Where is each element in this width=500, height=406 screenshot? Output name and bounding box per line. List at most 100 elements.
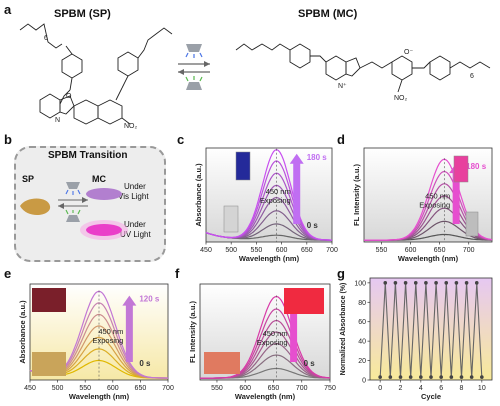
sp-blob-icon	[20, 198, 51, 216]
x-tick-label: 700	[296, 385, 308, 392]
cycle-point	[464, 281, 469, 285]
mc-structure-title: SPBM (MC)	[298, 8, 358, 20]
x-tick-label: 600	[276, 247, 288, 254]
y-axis-label: FL Intensity (a.u.)	[188, 301, 197, 363]
x-tick-label: 450	[200, 247, 212, 254]
exposing-label-2: Exposing	[260, 196, 291, 205]
time-arrow-head	[289, 153, 304, 164]
panel-b-title: SPBM Transition	[48, 150, 128, 161]
cycle-point	[474, 281, 479, 285]
vial-after-icon	[235, 151, 251, 181]
time-label-top: 120 s	[139, 295, 160, 304]
sp-phenyl-ring-1	[61, 53, 83, 79]
cycle-point	[383, 281, 388, 285]
exposing-label-2: Exposing	[419, 201, 450, 210]
exposing-label-1: 450 nm	[98, 327, 123, 336]
y-tick-label: 100	[354, 280, 366, 287]
panel-letter-d: d	[337, 132, 345, 147]
cycle-point	[398, 375, 403, 379]
panel-letter-c: c	[177, 132, 185, 147]
panel-letter-e: e	[4, 266, 12, 281]
panel-letter-g: g	[337, 266, 345, 281]
cycle-point	[480, 375, 484, 379]
cycle-point	[439, 375, 443, 379]
spectrum-line	[200, 295, 331, 379]
cycle-point	[419, 375, 423, 379]
vial-after-icon	[453, 155, 469, 183]
x-tick-label: 700	[162, 385, 174, 392]
film-after-icon	[284, 288, 324, 314]
x-tick-label: 500	[52, 385, 64, 392]
uv-light-label-2: UV Light	[120, 230, 151, 239]
cycle-point	[459, 375, 464, 379]
x-axis-label: Wavelength (nm)	[398, 254, 459, 263]
x-tick-label: 4	[419, 385, 423, 392]
x-tick-label: 0	[378, 385, 382, 392]
y-tick-label: 40	[358, 339, 366, 346]
x-tick-label: 2	[399, 385, 403, 392]
x-tick-label: 700	[463, 247, 475, 254]
mc-indolium-ring	[325, 55, 347, 81]
mc-vis-ellipse	[86, 188, 122, 200]
mc-nitro-label: NO₂	[394, 95, 408, 102]
x-tick-label: 700	[326, 247, 338, 254]
uv-light-label-1: Under	[124, 220, 146, 229]
x-tick-label: 500	[225, 247, 237, 254]
exposing-label-1: 450 nm	[263, 329, 288, 338]
cycle-point	[388, 375, 393, 379]
sp-phenyl-ring-2	[117, 51, 139, 77]
x-axis-label: Cycle	[421, 392, 441, 401]
time-label-bottom: 0 s	[139, 359, 151, 368]
time-label-top: 180 s	[466, 162, 487, 171]
chart-d: 550 600 650 700 Wavelength (nm) FL Intensity …	[352, 147, 493, 263]
mc-acrylate-chain	[235, 43, 291, 51]
y-axis-label: Normalized Absorbance (%)	[340, 283, 347, 376]
cycle-point	[434, 281, 438, 285]
sp-indoline-ring	[39, 93, 61, 119]
film-after-icon	[32, 288, 66, 312]
sp-n-label: N	[55, 117, 60, 124]
cycle-point	[378, 375, 382, 379]
cycle-point	[393, 281, 398, 285]
sp-nitro-label: NO₂	[124, 123, 138, 130]
film-before-icon	[32, 352, 66, 376]
mc-chain-sub-label: 6	[470, 73, 474, 80]
time-arrow-shaft	[290, 308, 298, 362]
exposing-label-1: 450 nm	[425, 192, 450, 201]
time-arrow-head	[122, 295, 137, 306]
time-label-bottom: 0 s	[307, 221, 319, 230]
x-tick-label: 550	[79, 385, 91, 392]
x-tick-label: 650	[434, 247, 446, 254]
cycle-point	[449, 375, 454, 379]
panel-letter-b: b	[4, 132, 12, 147]
exposing-label-2: Exposing	[257, 338, 288, 347]
exposing-label-1: 450 nm	[266, 187, 291, 196]
cycle-point	[469, 375, 474, 379]
x-tick-label: 450	[24, 385, 36, 392]
cycle-point	[413, 281, 418, 285]
x-tick-label: 6	[439, 385, 443, 392]
panel-a-switch-arrows	[178, 44, 210, 90]
x-tick-label: 600	[239, 385, 251, 392]
sp-chromene-ring	[73, 99, 99, 125]
x-tick-label: 8	[460, 385, 464, 392]
panel-letter-f: f	[175, 266, 180, 281]
time-arrow-shaft	[293, 161, 301, 224]
mc-ominus-label: O⁻	[404, 49, 413, 56]
cycle-point	[403, 281, 408, 285]
mc-uv-ellipse	[86, 224, 122, 236]
x-tick-label: 650	[301, 247, 313, 254]
panel-letter-a: a	[4, 2, 12, 17]
chart-e: 450 500 550 600 650 700 Wavelength (nm) Absorba…	[18, 283, 174, 401]
x-tick-label: 600	[405, 247, 417, 254]
vial-before-icon	[465, 211, 479, 237]
vis-light-label-1: Under	[124, 182, 146, 191]
time-arrow-shaft	[125, 303, 133, 362]
plot-area	[369, 277, 493, 381]
y-tick-label: 20	[358, 358, 366, 365]
cycle-point	[454, 281, 459, 285]
mc-phenolate-ring	[391, 55, 413, 81]
y-tick-label: 60	[358, 319, 366, 326]
mc-label: MC	[92, 174, 106, 184]
